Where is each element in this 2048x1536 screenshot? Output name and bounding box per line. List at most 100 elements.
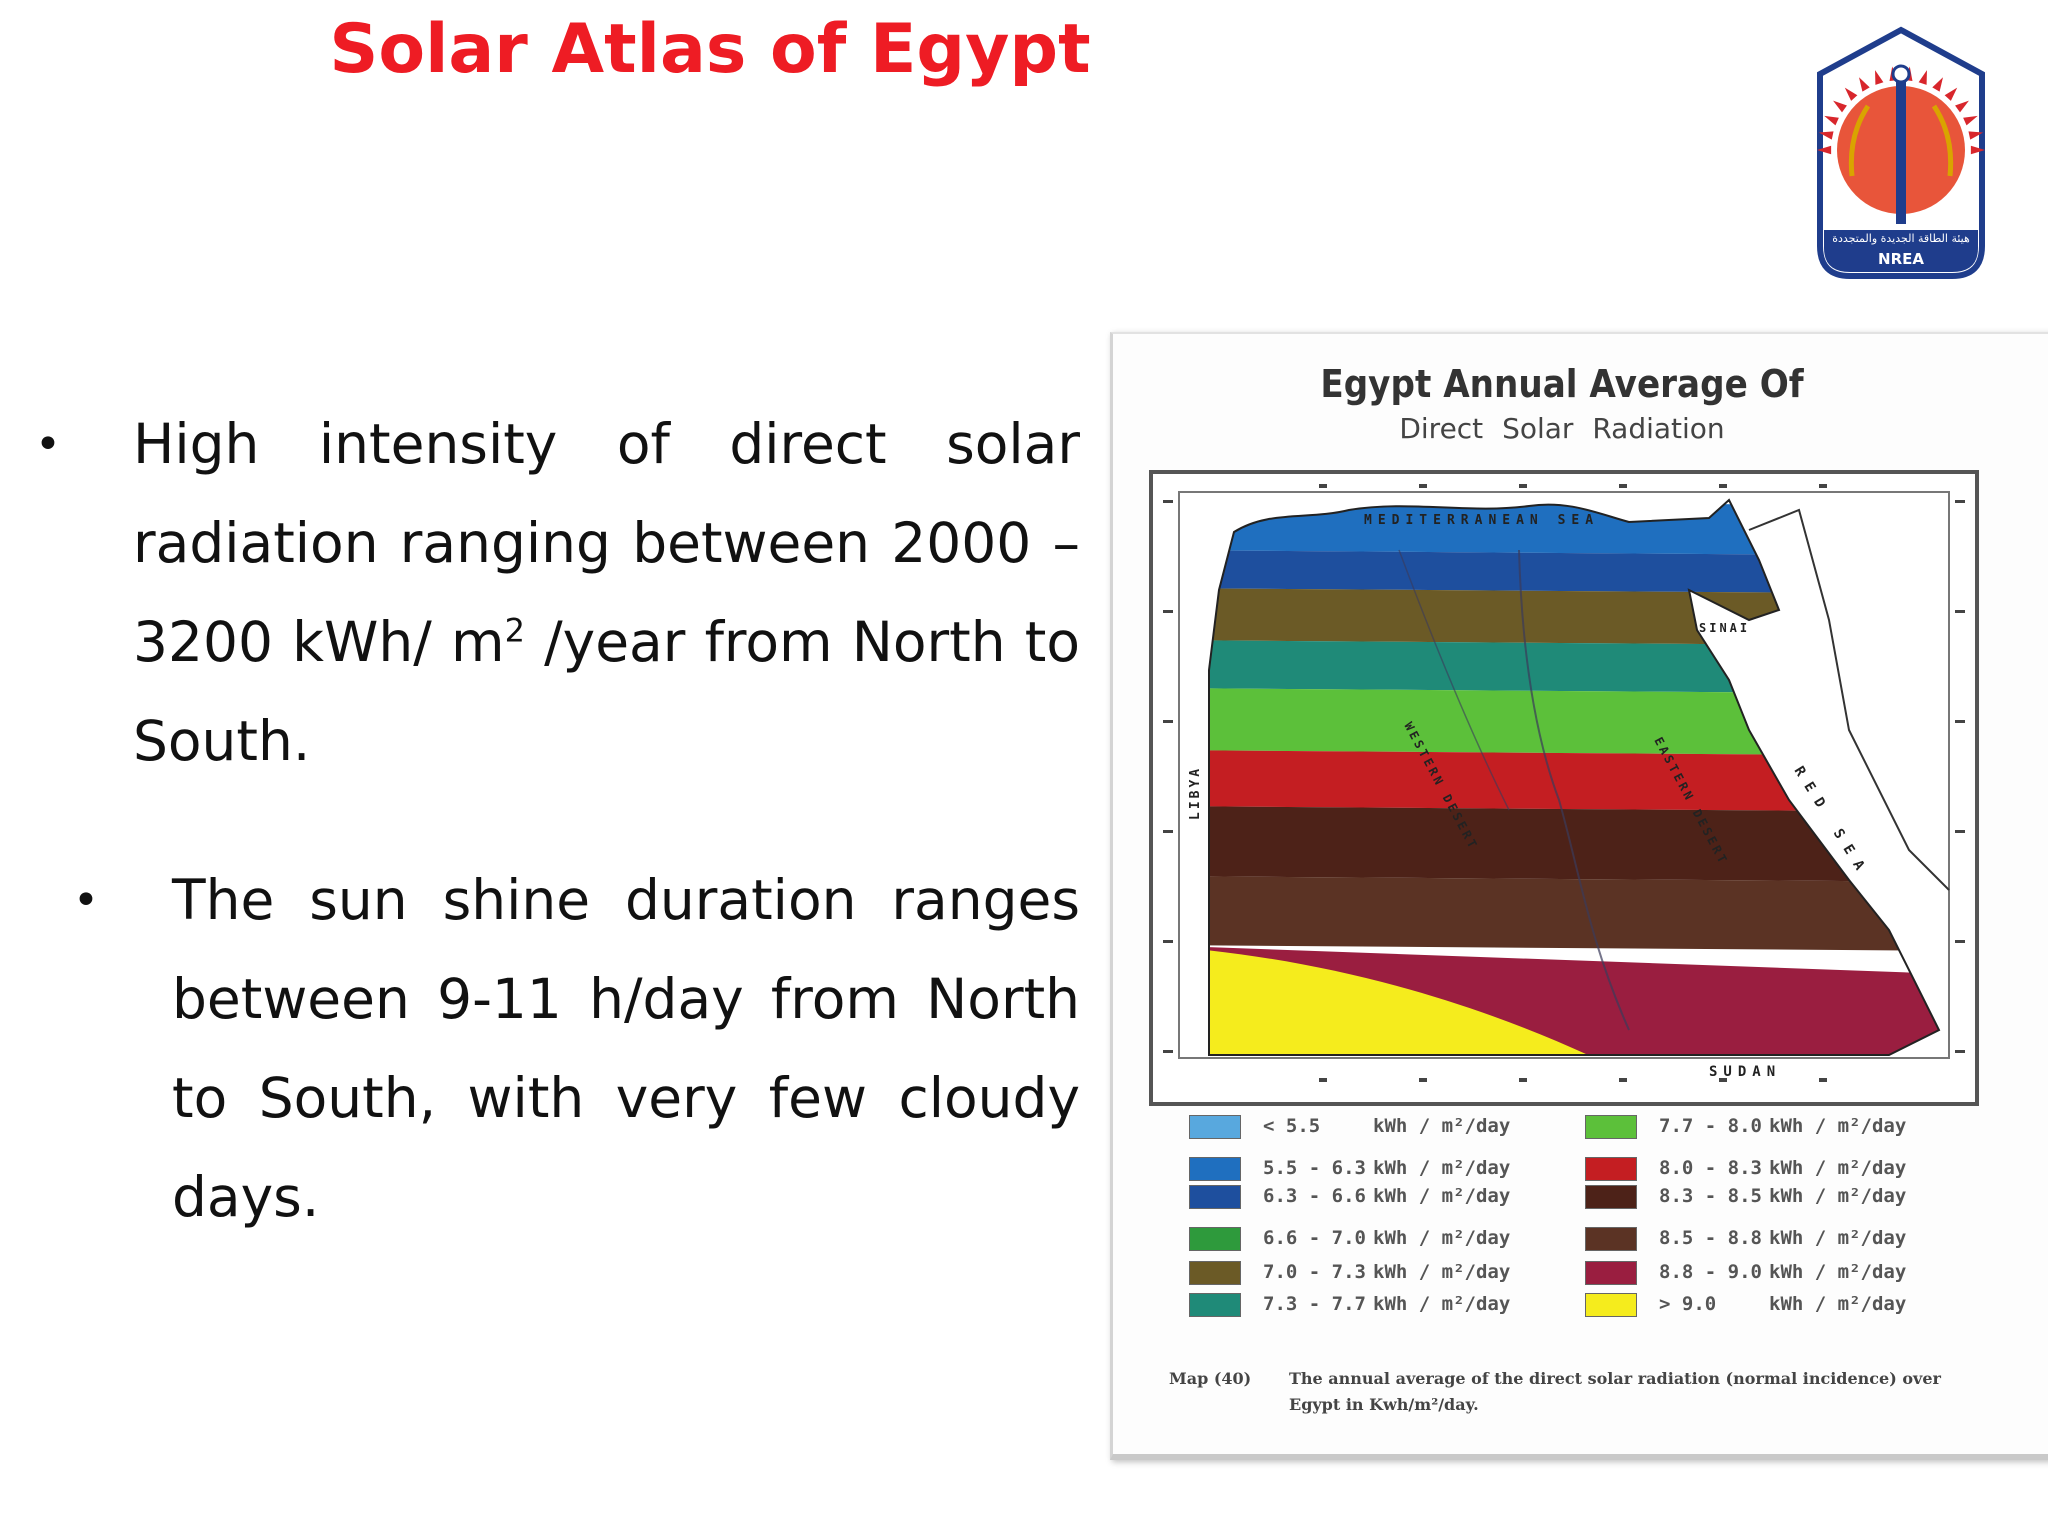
bullet-list: • High intensity of direct solar radiati…	[20, 395, 1080, 1247]
logo-ray	[1963, 115, 1978, 126]
sea-north-label: MEDITERRANEAN SEA	[1364, 513, 1599, 528]
legend-swatch	[1189, 1261, 1241, 1285]
logo-ray	[1918, 70, 1927, 85]
map-tick	[1955, 830, 1965, 833]
legend-unit: kWh / m²/day	[1373, 1115, 1511, 1137]
bullet-superscript: 2	[504, 611, 525, 650]
legend-swatch	[1189, 1115, 1241, 1139]
legend-unit: kWh / m²/day	[1769, 1227, 1907, 1249]
legend-range: < 5.5	[1263, 1115, 1321, 1137]
radiation-band	[1209, 876, 1939, 951]
legend-swatch	[1189, 1227, 1241, 1251]
bullet-radiation: • High intensity of direct solar radiati…	[20, 395, 1080, 791]
map-tick	[1619, 484, 1627, 488]
legend-unit: kWh / m²/day	[1769, 1115, 1907, 1137]
logo-ray	[1833, 100, 1847, 113]
map-tick	[1163, 500, 1173, 503]
legend-swatch	[1189, 1185, 1241, 1209]
legend-swatch	[1585, 1261, 1637, 1285]
bullet-text: The sun shine duration ranges between 9-…	[172, 868, 1080, 1229]
map-tick	[1619, 1078, 1627, 1082]
map-tick	[1319, 484, 1327, 488]
nrea-logo: هيئة الطاقة الجديدة والمتجددة NREA	[1812, 26, 1990, 280]
legend-range: 5.5 - 6.3	[1263, 1157, 1366, 1179]
west-label: LIBYA	[1188, 766, 1203, 820]
map-tick	[1955, 610, 1965, 613]
map-tick	[1519, 1078, 1527, 1082]
map-tick	[1163, 1050, 1173, 1053]
legend-swatch	[1585, 1115, 1637, 1139]
logo-arabic-text: هيئة الطاقة الجديدة والمتجددة	[1832, 232, 1970, 245]
map-tick	[1719, 484, 1727, 488]
map-tick	[1819, 484, 1827, 488]
map-tick	[1955, 1050, 1965, 1053]
legend-range: 7.3 - 7.7	[1263, 1293, 1366, 1315]
radiation-band-highest	[1209, 945, 1599, 1055]
bullet-dot: •	[35, 419, 61, 470]
logo-ray	[1824, 115, 1839, 126]
logo-ray	[1932, 77, 1943, 92]
legend-swatch	[1585, 1227, 1637, 1251]
legend-range: 6.3 - 6.6	[1263, 1185, 1366, 1207]
map-title: Egypt Annual Average Of	[1320, 362, 1804, 406]
map-legend: < 5.5 kWh / m²/day 5.5 - 6.3 kWh / m²/day 6.…	[1189, 1114, 2009, 1334]
slide-title: Solar Atlas of Egypt	[329, 10, 1091, 89]
logo-ray	[1817, 145, 1832, 155]
legend-range: 8.3 - 8.5	[1659, 1185, 1762, 1207]
map-subtitle: Direct Solar Radiation	[1399, 412, 1725, 445]
legend-unit: kWh / m²/day	[1373, 1227, 1511, 1249]
map-tick	[1319, 1078, 1327, 1082]
map-tick	[1419, 484, 1427, 488]
legend-unit: kWh / m²/day	[1769, 1157, 1907, 1179]
map-tick	[1163, 720, 1173, 723]
logo-ray	[1859, 77, 1870, 92]
radiation-band	[1209, 806, 1939, 882]
bullet-text-end: /year from North to South.	[133, 610, 1081, 773]
legend-range: 7.7 - 8.0	[1659, 1115, 1762, 1137]
sinai-label: SINAI	[1699, 621, 1750, 635]
legend-unit: kWh / m²/day	[1373, 1293, 1511, 1315]
map-tick	[1955, 720, 1965, 723]
legend-range: 8.5 - 8.8	[1659, 1227, 1762, 1249]
egypt-map: MEDITERRANEAN SEA RED SEA LIBYA SUDAN SI…	[1149, 470, 1979, 1106]
legend-swatch	[1189, 1293, 1241, 1317]
legend-unit: kWh / m²/day	[1373, 1261, 1511, 1283]
legend-range: 8.8 - 9.0	[1659, 1261, 1762, 1283]
legend-unit: kWh / m²/day	[1769, 1261, 1907, 1283]
map-tick	[1719, 1078, 1727, 1082]
legend-range: 7.0 - 7.3	[1263, 1261, 1366, 1283]
legend-unit: kWh / m²/day	[1769, 1185, 1907, 1207]
logo-ray	[1875, 70, 1884, 85]
map-tick	[1955, 940, 1965, 943]
map-tick	[1163, 610, 1173, 613]
bullet-text: High intensity of direct solar radiation…	[133, 412, 1080, 674]
map-tick	[1419, 1078, 1427, 1082]
legend-swatch	[1585, 1185, 1637, 1209]
legend-swatch	[1585, 1293, 1637, 1317]
south-label: SUDAN	[1709, 1064, 1781, 1080]
bullet-sunshine: • The sun shine duration ranges between …	[20, 851, 1080, 1247]
logo-ray	[1955, 100, 1969, 113]
legend-unit: kWh / m²/day	[1769, 1293, 1907, 1315]
logo-ray	[1968, 131, 1984, 140]
logo-label: NREA	[1878, 250, 1924, 268]
logo-ray	[1818, 131, 1834, 140]
logo-ray	[1970, 145, 1985, 155]
legend-swatch	[1189, 1157, 1241, 1181]
legend-range: 6.6 - 7.0	[1263, 1227, 1366, 1249]
legend-range: > 9.0	[1659, 1293, 1717, 1315]
bullet-dot: •	[73, 875, 99, 926]
legend-range: 8.0 - 8.3	[1659, 1157, 1762, 1179]
map-tick	[1163, 940, 1173, 943]
legend-unit: kWh / m²/day	[1373, 1157, 1511, 1179]
logo-ray	[1944, 87, 1958, 101]
solar-map-figure: Egypt Annual Average Of Direct Solar Rad…	[1110, 332, 2048, 1460]
legend-unit: kWh / m²/day	[1373, 1185, 1511, 1207]
legend-swatch	[1585, 1157, 1637, 1181]
map-tick	[1819, 1078, 1827, 1082]
map-tick	[1955, 500, 1965, 503]
map-tick	[1163, 830, 1173, 833]
logo-ray	[1844, 87, 1858, 101]
caption-text: The annual average of the direct solar r…	[1289, 1369, 1941, 1414]
map-tick	[1519, 484, 1527, 488]
